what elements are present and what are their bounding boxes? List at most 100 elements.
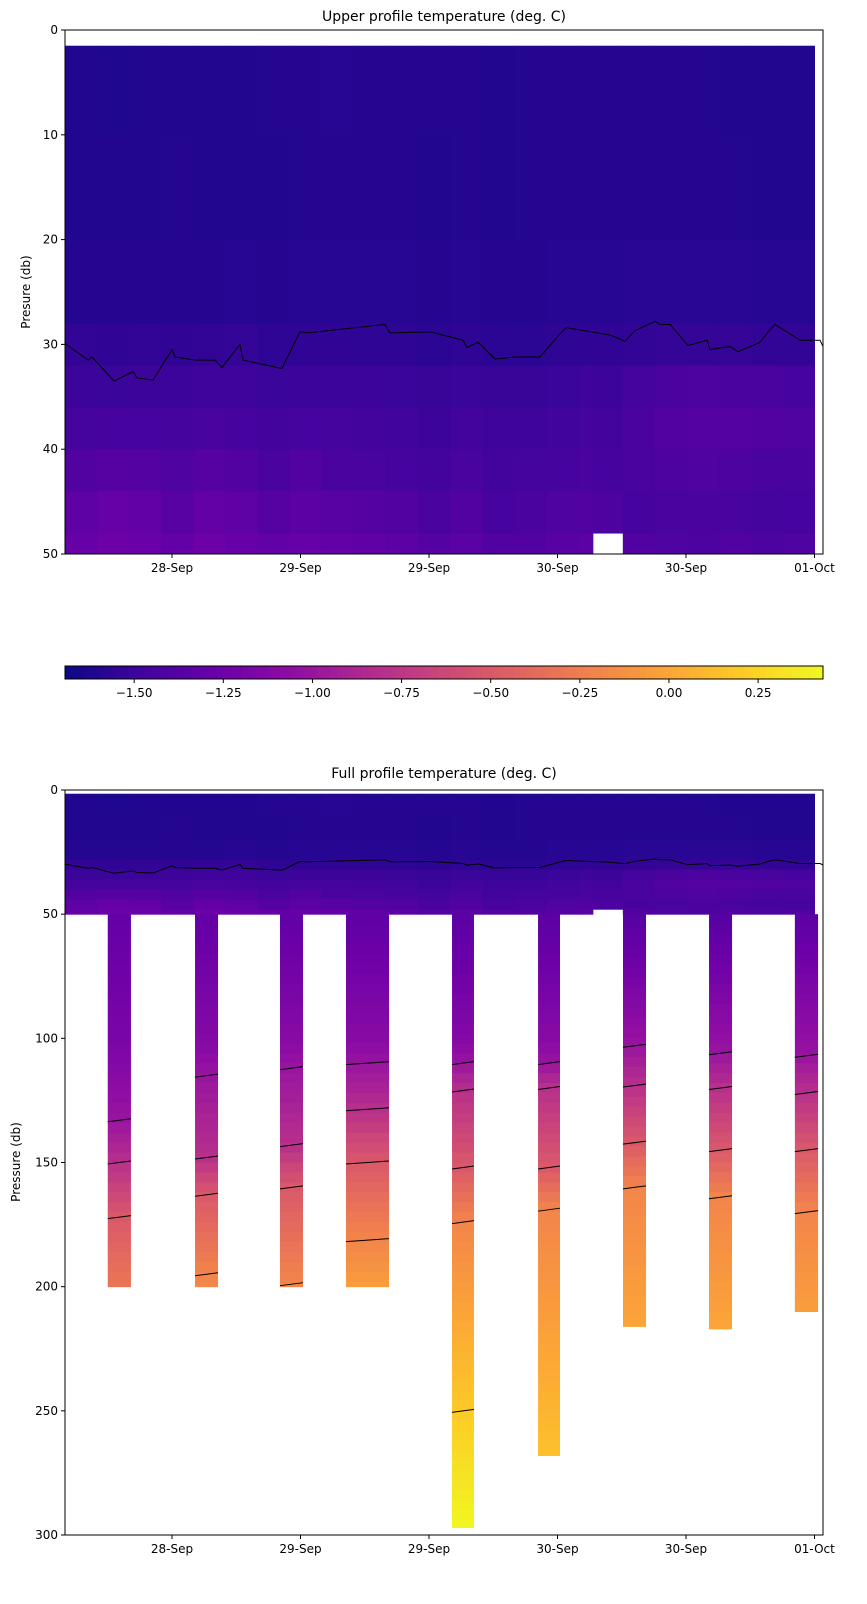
heatmap-cell — [794, 1142, 819, 1154]
heatmap-cell — [107, 1033, 131, 1044]
heatmap-cell — [514, 407, 548, 450]
colorbar-segment — [715, 666, 723, 679]
heatmap-cell — [450, 365, 484, 408]
heatmap-cell — [794, 1261, 819, 1273]
heatmap-cell — [482, 533, 516, 555]
colorbar-segment — [532, 666, 540, 679]
heatmap-cell — [653, 323, 687, 366]
heatmap-cell — [195, 1232, 219, 1243]
heatmap-cell — [97, 491, 130, 534]
heatmap-cell — [195, 1182, 219, 1193]
heatmap-cell — [538, 1152, 560, 1163]
heatmap-cell — [622, 927, 647, 939]
colorbar-segment — [728, 666, 736, 679]
heatmap-cell — [129, 793, 162, 816]
heatmap-cell — [653, 839, 687, 861]
heatmap-cell — [386, 239, 419, 324]
heatmap-cell — [622, 1255, 647, 1267]
heatmap-cell — [750, 793, 783, 816]
heatmap-cell — [622, 1066, 647, 1078]
heatmap-cell — [129, 45, 162, 136]
heatmap-cell — [622, 1056, 647, 1068]
heatmap-cell — [193, 879, 227, 890]
heatmap-cell — [622, 449, 655, 492]
heatmap-cell — [452, 1043, 474, 1054]
contour-line — [794, 1090, 819, 1095]
colorbar-segment — [260, 666, 268, 679]
colorbar-segment — [229, 666, 237, 679]
contour-line — [794, 1053, 819, 1058]
heatmap-cell — [538, 1192, 560, 1203]
heatmap-cell — [622, 533, 655, 555]
colorbar-segment — [298, 666, 306, 679]
heatmap-cell — [129, 879, 162, 890]
heatmap-cell — [452, 1142, 474, 1154]
heatmap-cell — [452, 1381, 474, 1392]
colorbar-segment — [601, 666, 609, 679]
heatmap-cell — [578, 889, 594, 900]
heatmap-cell — [452, 1192, 474, 1203]
colorbar-segment — [254, 666, 262, 679]
heatmap-cell — [195, 1202, 219, 1213]
heatmap-cell — [65, 533, 98, 555]
heatmap-cell — [622, 869, 655, 880]
heatmap-cell — [546, 239, 580, 324]
heatmap-cell — [622, 1126, 647, 1137]
heatmap-cell — [129, 839, 162, 861]
colorbar-segment — [305, 666, 312, 679]
heatmap-cell — [129, 899, 162, 910]
colorbar-segment — [766, 666, 773, 679]
heatmap-cell — [97, 533, 130, 555]
heatmap-cell — [225, 365, 259, 408]
heatmap-cell — [321, 839, 355, 861]
heatmap-cell — [622, 365, 655, 408]
heatmap-cell — [709, 1321, 733, 1330]
heatmap-cell — [279, 1083, 303, 1094]
heatmap-cell — [279, 1152, 303, 1163]
heatmap-cell — [782, 323, 815, 366]
full-y-axis-label: Pressure (db) — [9, 1122, 23, 1202]
colorbar-segment — [121, 666, 129, 679]
heatmap-cell — [452, 1222, 474, 1233]
heatmap-cell — [452, 924, 474, 935]
heatmap-cell — [65, 879, 98, 890]
heatmap-cell — [482, 239, 516, 324]
heatmap-cell — [195, 1162, 219, 1173]
heatmap-cell — [97, 793, 130, 816]
colorbar-segment — [330, 666, 338, 679]
heatmap-cell — [578, 879, 594, 890]
heatmap-cell — [225, 491, 259, 534]
colorbar-segment — [273, 666, 281, 679]
contour-line — [537, 1086, 561, 1090]
colorbar-segment — [185, 666, 192, 679]
heatmap-cell — [578, 814, 594, 841]
heatmap-cell — [107, 934, 131, 945]
heatmap-cell — [709, 1112, 733, 1124]
heatmap-cell — [452, 973, 474, 985]
colorbar-segment — [203, 666, 211, 679]
heatmap-cell — [750, 879, 783, 890]
heatmap-cell — [161, 879, 194, 890]
heatmap-cell — [578, 859, 594, 870]
heatmap-cell — [452, 1063, 474, 1074]
colorbar-segment — [696, 666, 704, 679]
heatmap-cell — [653, 134, 687, 241]
heatmap-cell — [578, 899, 594, 910]
heatmap-cell — [514, 879, 548, 890]
heatmap-cell — [782, 365, 815, 408]
heatmap-cell — [107, 1271, 131, 1283]
heatmap-cell — [257, 814, 291, 841]
heatmap-cell — [538, 1331, 560, 1342]
heatmap-cell — [129, 407, 162, 450]
heatmap-cell — [97, 889, 130, 900]
heatmap-cell — [346, 1053, 390, 1064]
heatmap-cell — [782, 793, 815, 816]
heatmap-cell — [354, 839, 387, 861]
heatmap-cell — [538, 1450, 560, 1457]
heatmap-cell — [346, 1023, 390, 1034]
heatmap-cell — [346, 1251, 390, 1263]
heatmap-cell — [794, 1053, 819, 1064]
heatmap-cell — [289, 407, 323, 450]
heatmap-cell — [193, 134, 227, 241]
heatmap-cell — [538, 1371, 560, 1382]
